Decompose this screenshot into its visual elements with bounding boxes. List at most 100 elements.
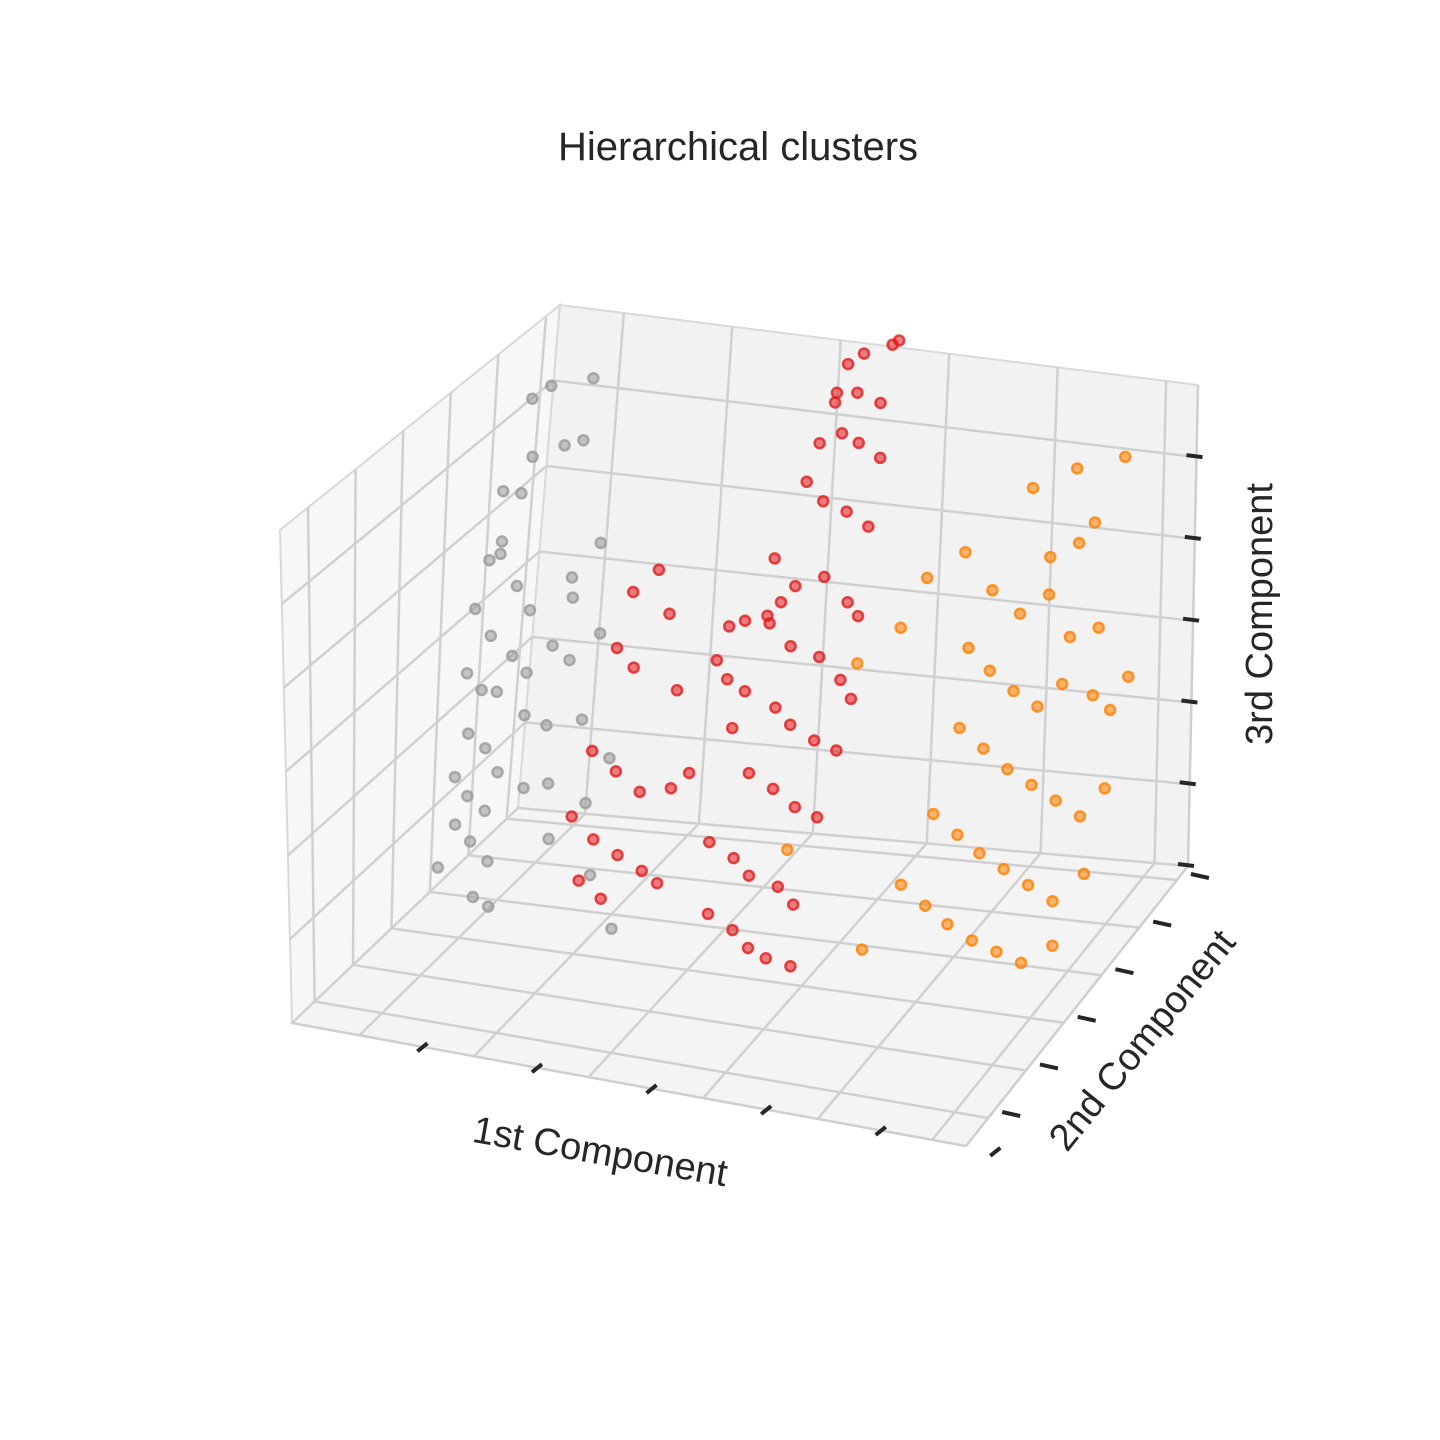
point-s2-39 [1046, 939, 1059, 952]
point-s1-49 [670, 684, 684, 697]
point-s1-15 [768, 552, 781, 565]
point-s1-17 [818, 570, 831, 584]
point-s0-28 [491, 765, 504, 779]
point-s1-51 [609, 765, 623, 778]
point-s0-33 [463, 835, 477, 848]
floor-gridline-y-5 [506, 817, 1178, 882]
side-gridline-z-0 [291, 807, 519, 1024]
point-s0-37 [541, 777, 555, 790]
point-s2-9 [1063, 630, 1077, 644]
point-s1-37 [771, 880, 785, 894]
point-s2-33 [894, 878, 908, 891]
point-s2-30 [1021, 878, 1035, 892]
x-tick-5 [989, 1146, 1002, 1158]
point-s0-39 [603, 751, 616, 765]
point-s0-5 [577, 433, 590, 447]
point-s1-46 [663, 607, 676, 621]
back-gridline-z-3 [539, 550, 1194, 622]
point-s2-2 [1118, 450, 1132, 464]
point-s1-45 [652, 563, 666, 577]
point-s0-10 [494, 547, 507, 561]
point-s1-33 [810, 811, 824, 824]
point-s1-0 [841, 357, 855, 371]
point-s2-45 [920, 571, 934, 585]
point-s1-57 [611, 848, 624, 862]
point-s1-34 [703, 835, 716, 849]
z-tick-0 [1177, 862, 1195, 868]
point-s2-22 [1025, 778, 1038, 792]
point-s0-6 [497, 484, 510, 498]
point-s0-27 [479, 741, 492, 755]
z-tick-5 [1186, 453, 1203, 460]
back-gridline-z-2 [532, 635, 1192, 704]
floor-gridline-x-3 [702, 842, 928, 1099]
point-s0-17 [563, 653, 576, 667]
point-s2-3 [1088, 516, 1102, 529]
side-gridline-z-4 [283, 465, 548, 689]
point-s1-38 [786, 898, 800, 911]
back-gridline-z-5 [553, 379, 1197, 459]
point-s2-1 [1070, 462, 1084, 475]
point-s2-7 [1013, 607, 1027, 620]
point-s1-10 [873, 451, 887, 465]
point-s0-4 [558, 439, 571, 452]
point-s1-63 [738, 614, 752, 627]
floor-gridline-x-5 [931, 862, 1156, 1141]
point-s1-40 [726, 923, 739, 937]
point-s0-35 [431, 861, 445, 874]
point-s0-9 [483, 553, 496, 567]
point-s0-16 [546, 639, 559, 652]
point-s2-21 [1001, 762, 1014, 776]
x-tick-4 [874, 1125, 887, 1137]
back-gridline-z-1 [525, 721, 1190, 786]
point-s1-21 [784, 639, 797, 653]
point-s2-34 [918, 899, 932, 912]
point-s2-43 [894, 621, 907, 635]
point-s2-36 [965, 934, 979, 947]
point-s0-19 [520, 666, 533, 679]
point-s2-25 [1098, 782, 1111, 795]
floor-gridline-x-2 [587, 832, 814, 1078]
point-s0-31 [478, 804, 491, 818]
point-s0-11 [510, 579, 524, 593]
y-tick-5 [1190, 872, 1210, 880]
y-tick-2 [1077, 1014, 1097, 1023]
gridlines [281, 312, 1197, 1141]
point-s0-23 [518, 708, 531, 722]
point-s0-43 [583, 868, 597, 882]
point-s2-23 [1049, 794, 1062, 807]
z-tick-1 [1179, 780, 1196, 787]
point-s1-39 [701, 907, 715, 921]
z-axis-line [1186, 384, 1200, 867]
back-gridline-x-5 [1153, 380, 1168, 864]
floor-gridline-x-4 [816, 852, 1042, 1120]
point-s1-54 [682, 766, 696, 780]
point-s1-1 [857, 347, 871, 360]
point-s1-24 [844, 692, 858, 706]
point-s2-0 [1026, 481, 1040, 495]
x-axis-label: 1st Component [470, 1109, 732, 1195]
point-s1-11 [800, 475, 813, 489]
side-gridline-z-5 [281, 379, 555, 605]
point-s0-1 [545, 379, 558, 393]
back-gridline-z-4 [546, 464, 1195, 541]
point-s2-11 [962, 641, 975, 655]
point-s1-50 [585, 744, 599, 758]
point-s2-10 [1092, 621, 1105, 634]
point-s0-7 [515, 487, 528, 500]
point-s1-26 [769, 701, 782, 714]
point-s2-17 [1103, 703, 1117, 717]
point-s1-13 [840, 505, 853, 518]
point-s0-8 [495, 535, 509, 548]
series-1 [565, 334, 906, 973]
y-tick-3 [1114, 967, 1134, 976]
point-s0-0 [526, 392, 539, 405]
point-s1-44 [626, 585, 640, 599]
back-gridline-z-0 [517, 806, 1189, 868]
point-s2-20 [977, 742, 990, 755]
y-tick-0 [1001, 1110, 1021, 1118]
point-s1-19 [851, 609, 865, 623]
x-tick-2 [645, 1083, 658, 1095]
point-s0-18 [505, 649, 519, 663]
